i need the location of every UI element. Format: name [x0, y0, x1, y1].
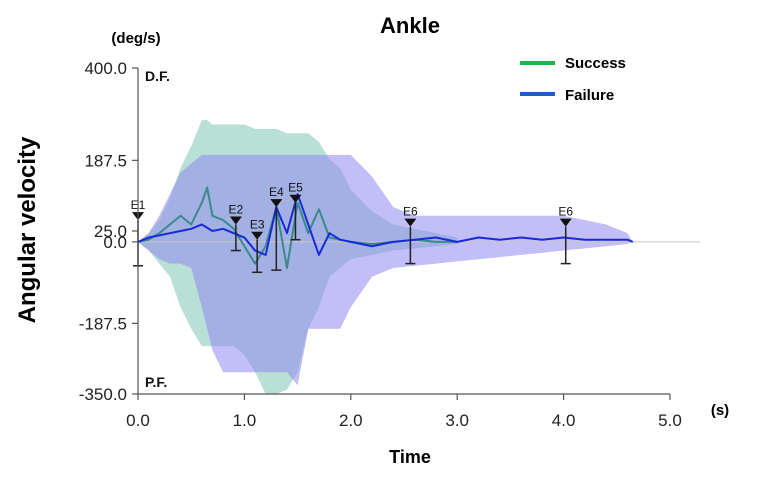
event-4-marker: [289, 194, 302, 203]
event-4-label: E5: [288, 181, 303, 195]
confidence-bands: [138, 120, 633, 394]
x-tick-label-5: 5.0: [658, 411, 682, 430]
series-lines: [137, 186, 634, 269]
failure-line: [137, 193, 634, 256]
x-tick-label-1: 1.0: [233, 411, 257, 430]
failure-band: [138, 154, 633, 386]
y-tick-label-1: 187.5: [84, 151, 127, 170]
y-tick-label-2: 25.0: [94, 222, 127, 241]
y-axis-unit: (deg/s): [111, 30, 160, 47]
plantarflexion-label: P.F.: [145, 374, 167, 390]
legend-failure-label: Failure: [565, 87, 614, 104]
x-tick-label-3: 3.0: [445, 411, 469, 430]
event-5-marker: [404, 218, 417, 227]
y-tick-label-3: 0.0: [103, 233, 127, 252]
event-6-label: E6: [558, 205, 573, 219]
event-6-marker: [559, 218, 572, 227]
event-1-label: E2: [229, 202, 244, 216]
y-tick-label-0: 400.0: [84, 59, 127, 78]
dorsiflexion-label: D.F.: [145, 68, 170, 84]
event-5-label: E6: [403, 205, 418, 219]
event-2-label: E3: [250, 218, 265, 232]
y-tick-label-5: -350.0: [79, 385, 127, 404]
x-tick-label-0: 0.0: [126, 411, 150, 430]
success-line: [137, 186, 458, 269]
event-1-marker: [229, 216, 242, 225]
x-axis-unit: (s): [711, 402, 729, 419]
x-tick-label-2: 2.0: [339, 411, 363, 430]
x-tick-label-4: 4.0: [552, 411, 576, 430]
legend-success-label: Success: [565, 55, 626, 72]
event-3-label: E4: [269, 185, 284, 199]
event-2-marker: [251, 231, 264, 240]
y-tick-label-4: -187.5: [79, 314, 127, 333]
y-axis-title: Angular velocity: [14, 136, 41, 323]
legend: Success Failure: [520, 55, 626, 104]
chart-title: Ankle: [380, 13, 440, 38]
event-3-marker: [270, 199, 283, 208]
x-axis-title: Time: [389, 447, 431, 467]
